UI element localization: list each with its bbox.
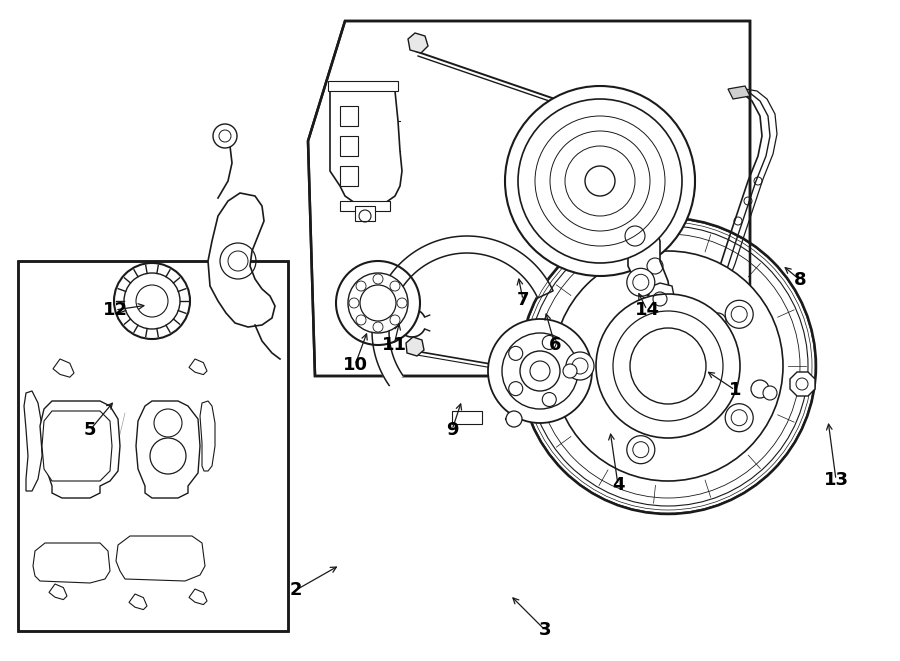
Text: 9: 9 bbox=[446, 421, 458, 439]
Circle shape bbox=[150, 438, 186, 474]
Polygon shape bbox=[406, 337, 424, 356]
Bar bbox=[18, 261, 288, 631]
Polygon shape bbox=[340, 106, 358, 126]
Circle shape bbox=[630, 328, 706, 404]
Polygon shape bbox=[49, 584, 67, 600]
Text: 7: 7 bbox=[517, 291, 529, 309]
Text: 8: 8 bbox=[794, 271, 806, 289]
Polygon shape bbox=[452, 411, 482, 424]
Polygon shape bbox=[628, 219, 670, 303]
Text: 13: 13 bbox=[824, 471, 849, 489]
Circle shape bbox=[543, 393, 556, 407]
Polygon shape bbox=[200, 401, 215, 471]
Circle shape bbox=[506, 411, 522, 427]
Circle shape bbox=[373, 322, 383, 332]
Circle shape bbox=[596, 294, 740, 438]
Circle shape bbox=[348, 273, 408, 333]
Circle shape bbox=[622, 369, 642, 389]
Polygon shape bbox=[189, 589, 207, 605]
Bar bbox=[18, 261, 288, 631]
Polygon shape bbox=[328, 81, 398, 91]
Circle shape bbox=[508, 381, 523, 396]
Circle shape bbox=[114, 263, 190, 339]
Circle shape bbox=[710, 313, 726, 329]
Circle shape bbox=[530, 361, 550, 381]
Circle shape bbox=[213, 124, 237, 148]
Circle shape bbox=[566, 352, 594, 380]
Text: 11: 11 bbox=[382, 336, 407, 354]
Polygon shape bbox=[372, 236, 554, 385]
Circle shape bbox=[553, 251, 783, 481]
Circle shape bbox=[692, 308, 708, 324]
Text: 12: 12 bbox=[103, 301, 128, 319]
Polygon shape bbox=[340, 201, 390, 211]
Circle shape bbox=[505, 86, 695, 276]
Circle shape bbox=[725, 404, 753, 432]
Circle shape bbox=[518, 99, 682, 263]
Polygon shape bbox=[40, 401, 120, 498]
Circle shape bbox=[360, 285, 396, 321]
Polygon shape bbox=[728, 86, 750, 99]
Circle shape bbox=[543, 336, 556, 350]
Polygon shape bbox=[355, 206, 375, 221]
Text: 2: 2 bbox=[290, 581, 302, 599]
Polygon shape bbox=[42, 411, 112, 481]
Polygon shape bbox=[208, 193, 275, 327]
Circle shape bbox=[154, 409, 182, 437]
Polygon shape bbox=[340, 166, 358, 186]
Circle shape bbox=[397, 298, 407, 308]
Polygon shape bbox=[408, 33, 428, 53]
Polygon shape bbox=[116, 536, 205, 581]
Circle shape bbox=[349, 298, 359, 308]
Circle shape bbox=[336, 261, 420, 345]
Text: 14: 14 bbox=[634, 301, 660, 319]
Text: 5: 5 bbox=[84, 421, 96, 439]
Circle shape bbox=[373, 274, 383, 284]
Circle shape bbox=[626, 268, 655, 296]
Polygon shape bbox=[24, 391, 42, 491]
Polygon shape bbox=[53, 359, 74, 377]
Polygon shape bbox=[340, 136, 358, 156]
Circle shape bbox=[586, 110, 594, 118]
Text: 1: 1 bbox=[729, 381, 742, 399]
Circle shape bbox=[390, 315, 400, 325]
Polygon shape bbox=[790, 372, 815, 396]
Polygon shape bbox=[330, 91, 402, 206]
Circle shape bbox=[356, 281, 366, 291]
Text: 6: 6 bbox=[549, 336, 562, 354]
Polygon shape bbox=[33, 543, 110, 583]
Text: 10: 10 bbox=[343, 356, 367, 374]
Text: 4: 4 bbox=[612, 476, 625, 494]
Circle shape bbox=[520, 218, 816, 514]
Circle shape bbox=[725, 300, 753, 329]
Circle shape bbox=[502, 333, 578, 409]
Polygon shape bbox=[189, 359, 207, 375]
Circle shape bbox=[626, 436, 655, 464]
Circle shape bbox=[563, 364, 577, 378]
Circle shape bbox=[356, 315, 366, 325]
Circle shape bbox=[488, 319, 592, 423]
Text: 3: 3 bbox=[539, 621, 551, 639]
Polygon shape bbox=[136, 401, 200, 498]
Circle shape bbox=[390, 281, 400, 291]
Circle shape bbox=[763, 386, 777, 400]
Circle shape bbox=[520, 351, 560, 391]
Circle shape bbox=[508, 346, 523, 360]
Polygon shape bbox=[648, 283, 675, 313]
Polygon shape bbox=[308, 21, 750, 376]
Circle shape bbox=[613, 311, 723, 421]
Polygon shape bbox=[129, 594, 147, 609]
Circle shape bbox=[751, 380, 769, 398]
